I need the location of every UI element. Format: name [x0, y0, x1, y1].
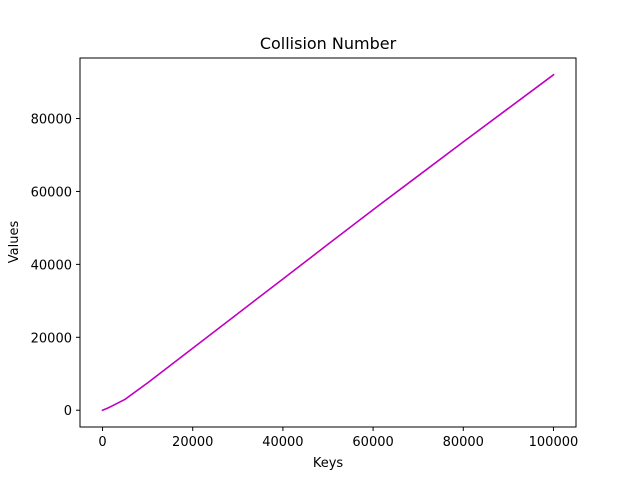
y-tick-label: 40000 [31, 258, 72, 273]
y-tick-label: 80000 [31, 113, 72, 128]
x-tick-label: 0 [98, 435, 106, 450]
x-tick-label: 20000 [172, 435, 213, 450]
x-tick-label: 40000 [262, 435, 303, 450]
series-line [101, 73, 555, 412]
axes-layer: 0 20000 40000 60000 80000 100000 0 20000 40000 60… [31, 113, 579, 450]
x-tick-label: 80000 [443, 435, 484, 450]
y-axis-label: Values [7, 221, 22, 264]
y-tick-label: 60000 [31, 185, 72, 200]
y-tick-label: 20000 [31, 331, 72, 346]
y-tick-label: 0 [64, 404, 72, 419]
chart-title: Collision Number [260, 34, 397, 53]
x-tick-label: 60000 [352, 435, 393, 450]
x-axis-label: Keys [313, 456, 344, 471]
plot-frame [79, 57, 577, 428]
series-layer [101, 73, 555, 412]
x-tick-label: 100000 [529, 435, 579, 450]
